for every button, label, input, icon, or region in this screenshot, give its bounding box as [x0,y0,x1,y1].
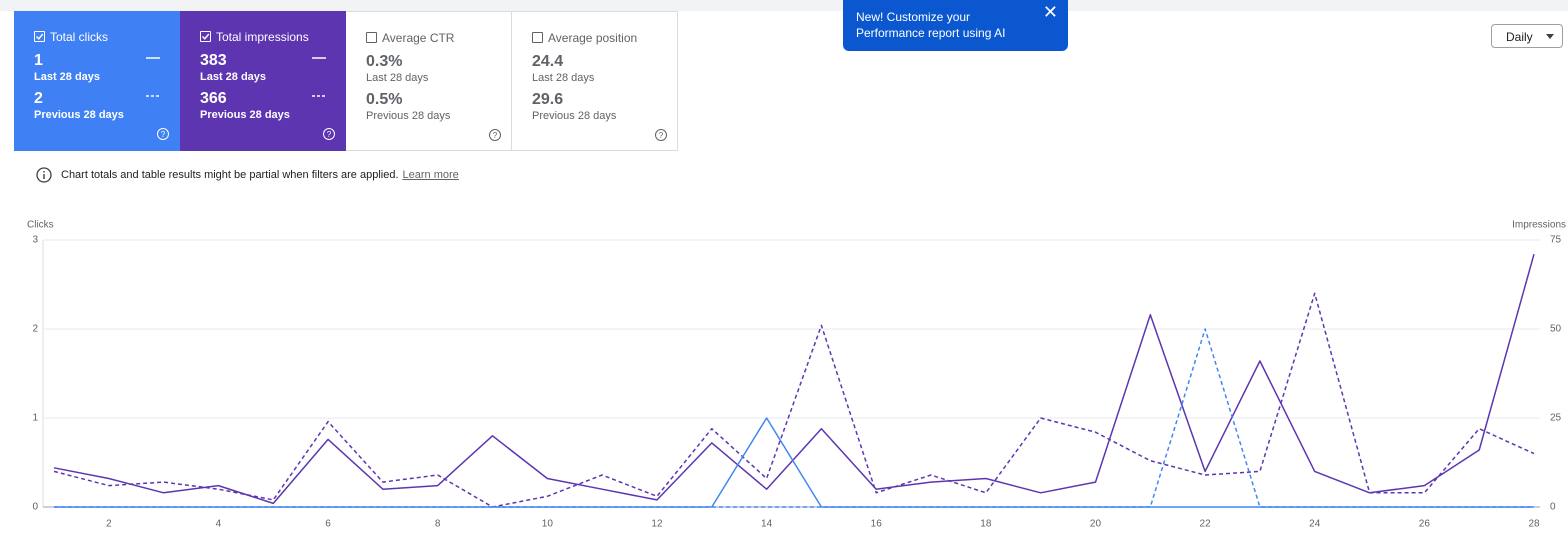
card-label-row: Average CTR [365,31,454,45]
current-value: 0.3% [366,53,403,70]
previous-period: Previous 28 days [366,110,451,122]
notice-text: Chart totals and table results might be … [61,169,399,181]
current-period: Last 28 days [200,71,267,83]
x-tick-label: 26 [1419,519,1431,530]
x-tick-label: 6 [325,519,331,530]
series-line [54,417,1534,508]
caret [1546,34,1554,39]
metric-cards: Total clicks 1 Last 28 days 2 Previous 28 da… [14,11,678,151]
y2-tick-label: 0 [1550,502,1556,513]
top-bar [0,0,1568,11]
y-tick-label: 2 [32,324,38,335]
y-tick-label: 3 [32,235,38,246]
checkbox[interactable] [34,31,45,42]
info-icon [36,167,52,183]
help-icon [655,129,667,141]
x-tick-label: 14 [761,519,773,530]
help-icon-glyph: ? [659,131,664,140]
x-tick-label: 20 [1090,519,1102,530]
y2-tick-label: 75 [1550,235,1562,246]
current-period: Last 28 days [34,71,101,83]
metric-card[interactable]: Total clicks 1 Last 28 days 2 Previous 28 da… [14,11,180,151]
help-icon [323,128,335,140]
previous-period: Previous 28 days [200,109,290,121]
metric-card[interactable]: Total impressions 383 Last 28 days 366 Previ… [180,11,346,151]
help-icon [489,129,501,141]
previous-value: 2 [34,90,43,107]
y-axis-title: Clicks [27,220,54,231]
card-label: Total clicks [50,30,109,44]
checkbox[interactable] [532,32,543,43]
x-tick-label: 22 [1200,519,1212,530]
metric-card[interactable]: Average CTR 0.3% Last 28 days 0.5% Previous … [346,11,512,151]
x-tick-label: 24 [1309,519,1321,530]
series-line [53,292,1535,508]
card-label-row: Total clicks [33,30,108,44]
help-icon-glyph: ? [493,131,498,140]
previous-period: Previous 28 days [532,110,617,122]
x-tick-label: 2 [106,519,112,530]
current-value: 383 [200,52,227,69]
x-tick-label: 4 [216,519,222,530]
x-tick-label: 10 [542,519,554,530]
current-value: 1 [34,52,43,69]
current-value: 24.4 [532,53,564,70]
series-line [53,253,1535,505]
y-tick-label: 1 [32,413,38,424]
card-label: Average position [548,31,638,45]
help-icon-glyph: ? [327,130,332,139]
x-tick-label: 16 [871,519,883,530]
x-tick-label: 8 [435,519,441,530]
help-icon-glyph: ? [161,130,166,139]
card-label: Total impressions [216,30,309,44]
close-button[interactable]: ✕ [1042,2,1058,22]
x-tick-label: 18 [980,519,992,530]
y2-tick-label: 25 [1550,413,1562,424]
checkbox[interactable] [200,31,211,42]
metric-card[interactable]: Average position 24.4 Last 28 days 29.6 Prev… [512,11,678,151]
notice: Chart totals and table results might be … [36,167,459,183]
learn-more-link[interactable]: Learn more [402,169,459,181]
previous-value: 366 [200,90,227,107]
y2-axis-title: Impressions [1512,220,1566,231]
current-period: Last 28 days [532,72,595,84]
card-label-row: Total impressions [199,30,309,44]
y-tick-label: 0 [32,502,38,513]
card-label-row: Average position [531,31,637,45]
previous-value: 29.6 [532,91,564,108]
dropdown-label: Daily [1506,30,1533,44]
help-icon [157,128,169,140]
card-label: Average CTR [382,31,455,45]
x-tick-label: 12 [651,519,663,530]
dropdown[interactable]: Daily [1491,24,1563,48]
previous-period: Previous 28 days [34,109,124,121]
y2-tick-label: 50 [1550,324,1562,335]
popup-text: New! Customize your Performance report u… [856,10,1006,40]
x-tick-label: 28 [1528,519,1540,530]
previous-value: 0.5% [366,91,403,108]
current-period: Last 28 days [366,72,429,84]
popup: New! Customize your Performance report u… [843,0,1068,51]
checkbox[interactable] [366,32,377,43]
